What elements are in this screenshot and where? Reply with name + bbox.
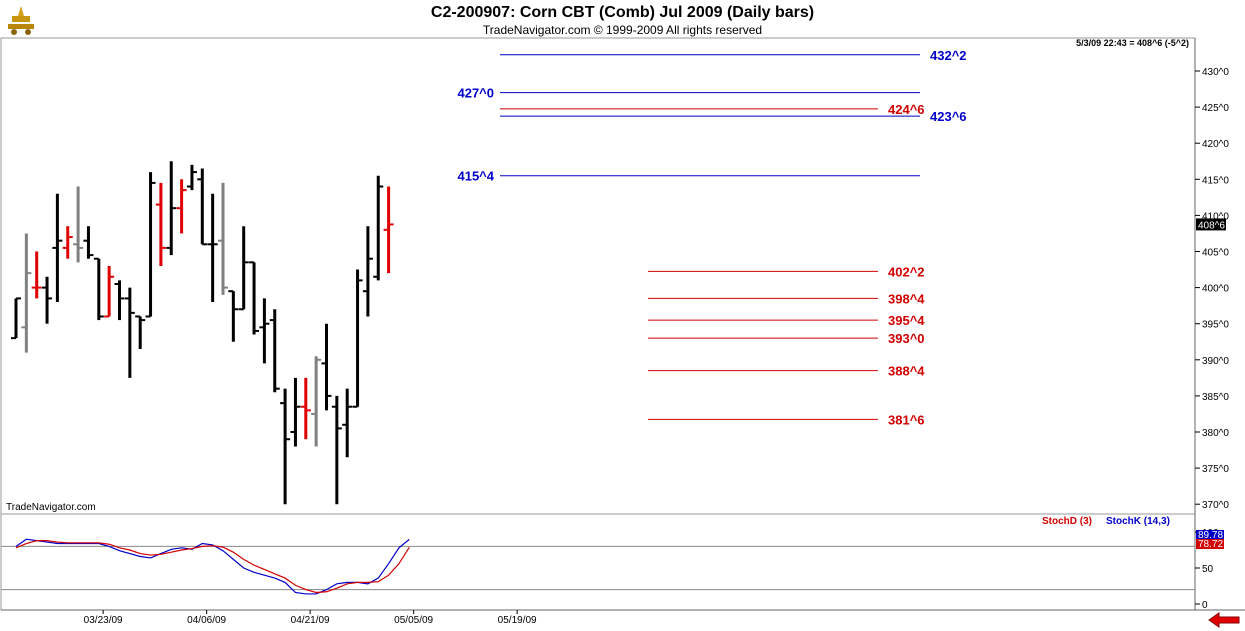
price-level-label: 388^4 bbox=[888, 364, 925, 379]
date-tick-label: 05/19/09 bbox=[498, 615, 537, 626]
ohlc-bar bbox=[373, 175, 384, 281]
ohlc-bar bbox=[249, 261, 260, 335]
ohlc-bar bbox=[280, 388, 291, 505]
ohlc-bar bbox=[83, 226, 94, 259]
ohlc-bar bbox=[207, 193, 218, 303]
ohlc-bar bbox=[238, 226, 249, 311]
ohlc-bar bbox=[135, 315, 146, 349]
ohlc-bar bbox=[73, 186, 84, 263]
stoch-last-value-label: 89.78 bbox=[1198, 530, 1223, 541]
price-level-label: 415^4 bbox=[457, 169, 494, 184]
ohlc-bar bbox=[52, 193, 63, 303]
ohlc-bar bbox=[228, 290, 239, 342]
ohlc-bar bbox=[145, 172, 156, 318]
ohlc-bar bbox=[383, 186, 394, 274]
status-readout: 5/3/09 22:43 = 408^6 (-5^2) bbox=[1076, 38, 1189, 48]
price-tick-label: 425^0 bbox=[1202, 103, 1229, 114]
date-tick-label: 04/06/09 bbox=[187, 615, 226, 626]
ohlc-bar bbox=[259, 298, 270, 364]
ohlc-bar bbox=[124, 287, 135, 378]
last-price-box bbox=[1196, 218, 1226, 231]
ohlc-bar bbox=[290, 377, 301, 447]
ohlc-bar bbox=[362, 226, 373, 317]
chart-title: C2-200907: Corn CBT (Comb) Jul 2009 (Dai… bbox=[430, 4, 815, 21]
price-level-label: 381^6 bbox=[888, 412, 925, 427]
last-price-marker: 408^6 bbox=[1196, 218, 1226, 231]
stoch-tick-label: 0 bbox=[1202, 600, 1208, 611]
stoch-series-line bbox=[15, 540, 410, 594]
price-tick-label: 375^0 bbox=[1202, 464, 1229, 475]
price-axis: 430^0 425^0 420^0 415^0 410^0 405^0 400^0 395^0… bbox=[1195, 67, 1229, 511]
price-tick-label: 380^0 bbox=[1202, 428, 1229, 439]
price-tick-label: 370^0 bbox=[1202, 500, 1229, 511]
ohlc-bar bbox=[11, 297, 21, 340]
trade-navigator-logo-icon bbox=[8, 6, 34, 35]
ohlc-bar bbox=[166, 161, 177, 256]
price-tick-label: 395^0 bbox=[1202, 320, 1229, 331]
ohlc-bar bbox=[342, 388, 353, 458]
ohlc-bar bbox=[21, 233, 32, 353]
last-price-label: 408^6 bbox=[1198, 220, 1225, 231]
ohlc-bars bbox=[11, 161, 394, 505]
ohlc-bar bbox=[352, 269, 363, 408]
price-level-label: 402^2 bbox=[888, 264, 925, 279]
price-levels: 432^2 427^0 424^6 423^6 415^4 402^2 398^4 395^4… bbox=[457, 48, 966, 428]
ohlc-bar bbox=[218, 182, 228, 295]
scroll-left-arrow-icon[interactable] bbox=[1207, 612, 1241, 628]
ohlc-bar bbox=[114, 280, 125, 321]
date-axis: 03/23/09 04/06/09 04/21/09 05/05/09 05/19/09 bbox=[84, 610, 537, 626]
stoch-tick-label: 50 bbox=[1202, 564, 1214, 575]
price-level-label: 432^2 bbox=[930, 48, 967, 63]
price-level-label: 393^0 bbox=[888, 331, 925, 346]
ohlc-bar bbox=[186, 164, 197, 191]
price-tick-label: 405^0 bbox=[1202, 248, 1229, 259]
ohlc-bar bbox=[197, 168, 208, 246]
ohlc-bar bbox=[321, 323, 332, 411]
brand-watermark: TradeNavigator.com bbox=[6, 502, 96, 513]
price-tick-label: 385^0 bbox=[1202, 392, 1229, 403]
price-tick-label: 390^0 bbox=[1202, 356, 1229, 367]
ohlc-bar bbox=[42, 276, 53, 324]
stoch-legend-entry: StochK (14,3) bbox=[1106, 516, 1170, 527]
price-tick-label: 415^0 bbox=[1202, 175, 1229, 186]
ohlc-bar bbox=[300, 377, 311, 440]
ohlc-bar bbox=[311, 356, 322, 447]
stoch-last-value-box bbox=[1196, 530, 1224, 540]
date-tick-label: 05/05/09 bbox=[394, 615, 433, 626]
copyright-subtitle: TradeNavigator.com © 1999-2009 All right… bbox=[482, 23, 763, 37]
ohlc-bar bbox=[93, 257, 104, 321]
ohlc-bar bbox=[31, 251, 42, 299]
ohlc-bar bbox=[269, 309, 280, 393]
ohlc-bar bbox=[176, 179, 187, 234]
price-level-label: 395^4 bbox=[888, 313, 925, 328]
stoch-last-value-label: 78.72 bbox=[1198, 539, 1223, 550]
price-tick-label: 410^0 bbox=[1202, 211, 1229, 222]
price-tick-label: 400^0 bbox=[1202, 284, 1229, 295]
ohlc-bar bbox=[104, 265, 115, 318]
stoch-last-value-box bbox=[1196, 539, 1224, 549]
price-level-label: 398^4 bbox=[888, 291, 925, 306]
ohlc-bar bbox=[155, 182, 166, 266]
price-level-label: 423^6 bbox=[930, 109, 967, 124]
ohlc-bar bbox=[331, 395, 342, 505]
price-level-label: 424^6 bbox=[888, 102, 925, 117]
price-tick-label: 420^0 bbox=[1202, 139, 1229, 150]
stoch-legend-entry: StochD (3) bbox=[1042, 516, 1092, 527]
price-level-label: 427^0 bbox=[457, 86, 494, 101]
panel-frames bbox=[0, 37, 1245, 611]
date-tick-label: 04/21/09 bbox=[291, 615, 330, 626]
stoch-series-line bbox=[15, 538, 410, 595]
ohlc-bar bbox=[62, 226, 73, 259]
date-tick-label: 03/23/09 bbox=[84, 615, 123, 626]
price-tick-label: 430^0 bbox=[1202, 67, 1229, 78]
